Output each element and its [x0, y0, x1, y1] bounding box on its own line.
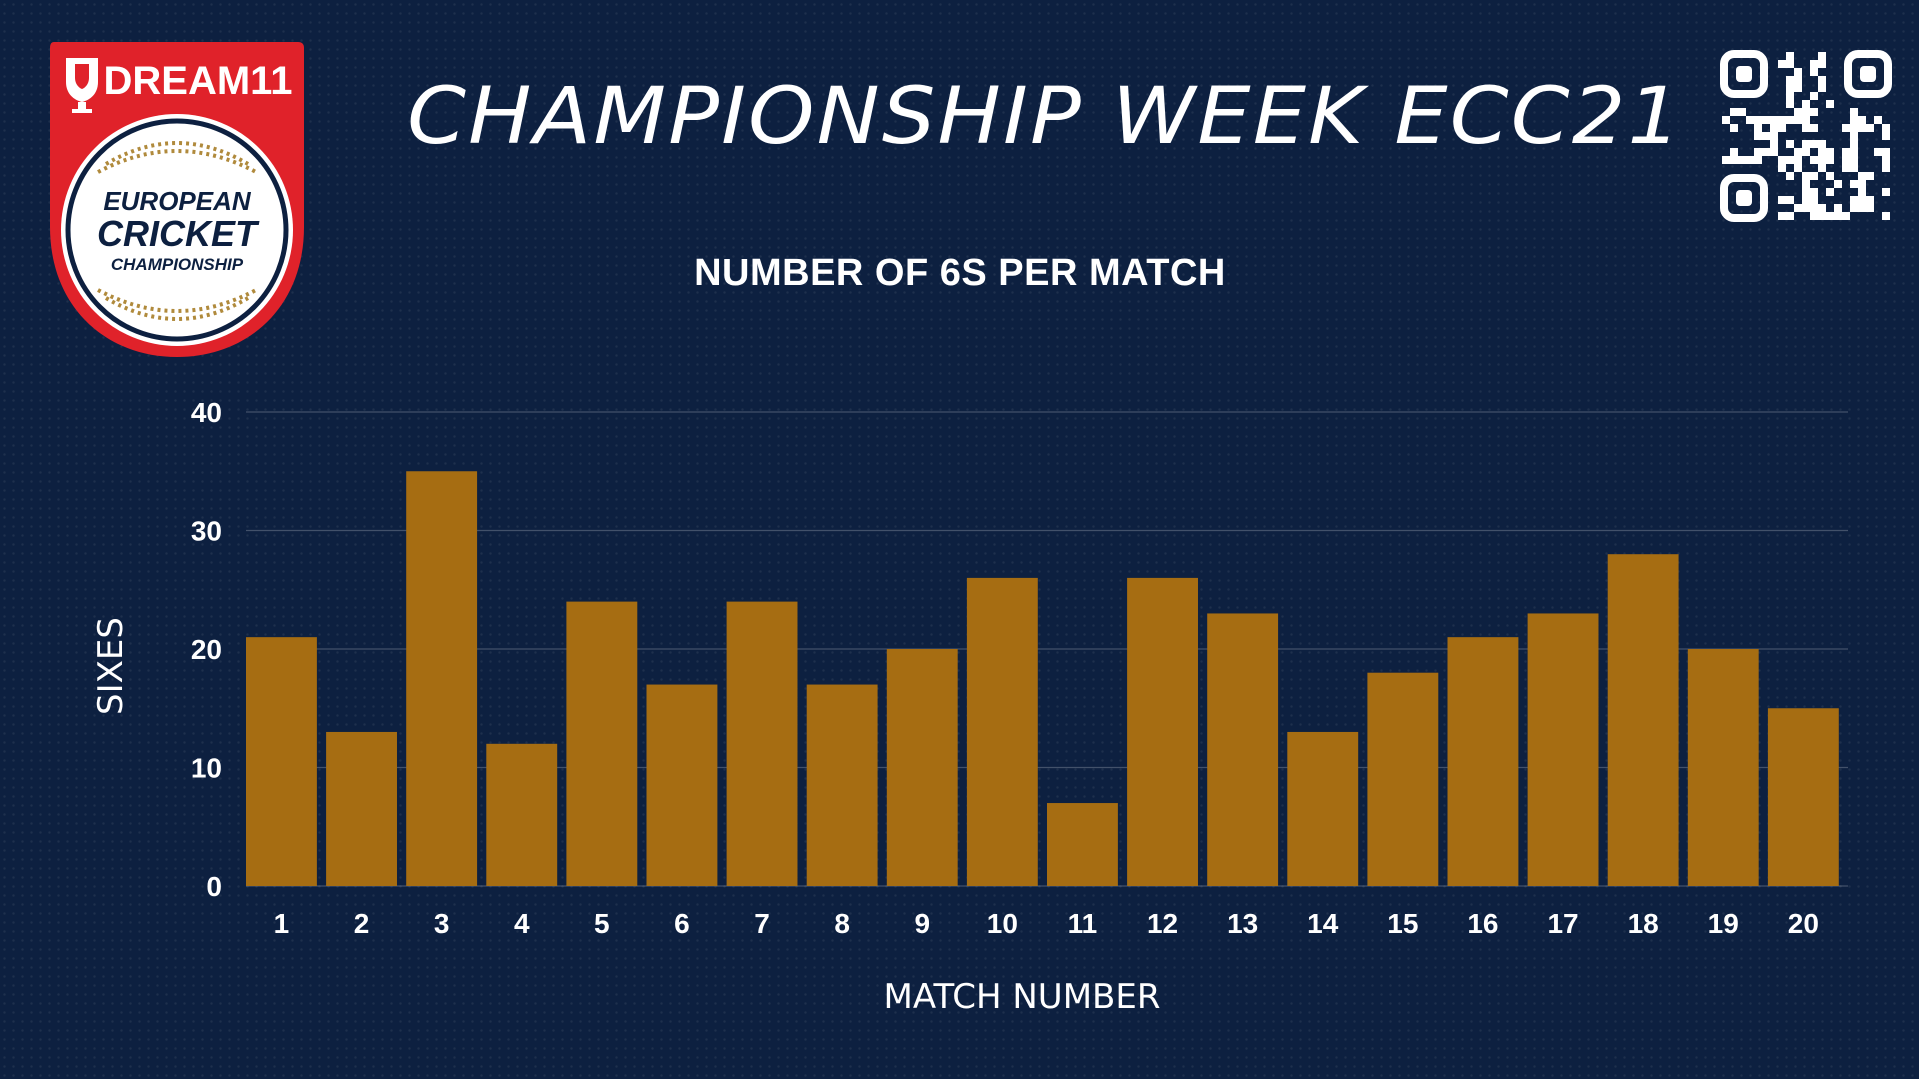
page-title: CHAMPIONSHIP WEEK ECC21	[407, 72, 1684, 162]
bar	[806, 684, 878, 886]
x-tick-label: 14	[1307, 908, 1339, 939]
x-tick-label: 16	[1467, 908, 1498, 939]
x-tick-label: 10	[987, 908, 1018, 939]
x-tick-label: 9	[914, 908, 930, 939]
bar	[566, 601, 638, 886]
chart-title: NUMBER OF 6S PER MATCH	[694, 252, 1226, 294]
bar	[1127, 577, 1198, 886]
x-tick-label: 1	[274, 908, 290, 939]
x-tick-label: 11	[1068, 908, 1098, 939]
x-tick-label: 17	[1547, 908, 1578, 939]
bar	[1047, 803, 1118, 886]
bar	[966, 577, 1038, 886]
x-tick-label: 19	[1708, 908, 1739, 939]
x-tick-label: 3	[434, 908, 450, 939]
bar	[1367, 672, 1439, 886]
logo-line3: CHAMPIONSHIP	[111, 255, 244, 274]
bar	[1607, 554, 1679, 886]
x-tick-label: 8	[834, 908, 850, 939]
x-tick-label: 13	[1227, 908, 1258, 939]
y-axis-label: SIXES	[91, 617, 131, 715]
bar	[1447, 637, 1519, 886]
bar	[486, 743, 558, 886]
x-tick-label: 20	[1788, 908, 1819, 939]
bar	[726, 601, 798, 886]
bar	[1287, 731, 1359, 886]
bar	[406, 471, 478, 886]
ecc-logo: DREAM11 EUROPEAN CRICKET CHAMPIONSHIP	[50, 42, 304, 357]
logo-line1: EUROPEAN	[103, 186, 252, 216]
dream11-shield-icon	[66, 58, 98, 113]
x-tick-label: 5	[594, 908, 610, 939]
logo-ball-ring	[61, 114, 293, 346]
logo-brand-text: DREAM11	[104, 59, 293, 103]
qr-code-icon	[1720, 50, 1892, 222]
x-tick-label: 12	[1147, 908, 1178, 939]
x-tick-label: 4	[514, 908, 530, 939]
y-tick-label: 10	[191, 753, 222, 784]
y-tick-label: 20	[191, 634, 222, 665]
bar	[886, 649, 958, 886]
x-tick-label: 6	[674, 908, 690, 939]
bar	[646, 684, 718, 886]
bar	[1207, 613, 1279, 886]
y-tick-label: 0	[206, 871, 222, 902]
x-tick-label: 18	[1628, 908, 1659, 939]
bar	[246, 637, 317, 886]
y-tick-label: 30	[191, 516, 222, 547]
x-tick-label: 2	[354, 908, 370, 939]
logo-ball-edge	[65, 118, 289, 342]
x-tick-label: 7	[754, 908, 770, 939]
bar	[1687, 649, 1759, 886]
bar	[1527, 613, 1599, 886]
y-tick-label: 40	[191, 397, 222, 428]
x-tick-label: 15	[1387, 908, 1418, 939]
bar	[1767, 708, 1839, 886]
logo-line2: CRICKET	[97, 213, 260, 254]
bar	[326, 731, 397, 886]
x-axis-label: MATCH NUMBER	[884, 977, 1161, 1017]
